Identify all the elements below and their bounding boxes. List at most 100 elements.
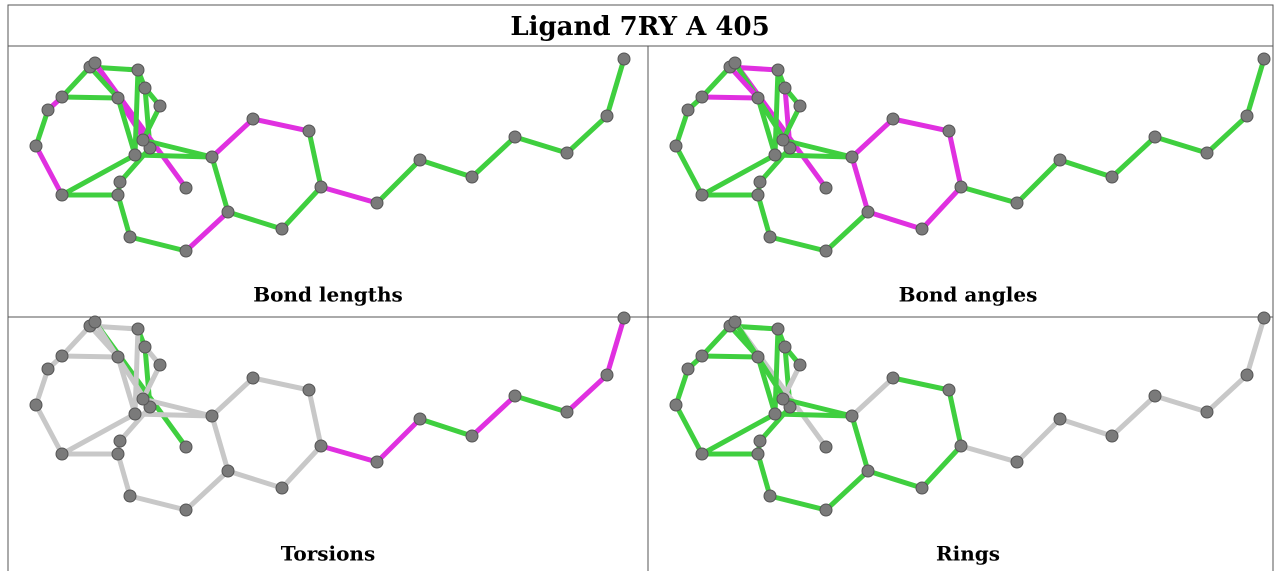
bond bbox=[62, 97, 118, 98]
atom bbox=[112, 189, 124, 201]
atom bbox=[42, 363, 54, 375]
atom bbox=[779, 341, 791, 353]
atom bbox=[414, 413, 426, 425]
atom bbox=[56, 448, 68, 460]
bond bbox=[949, 390, 961, 446]
atom bbox=[601, 369, 613, 381]
bond bbox=[1060, 160, 1112, 177]
bond bbox=[852, 157, 868, 212]
atom bbox=[1054, 413, 1066, 425]
atom bbox=[764, 231, 776, 243]
atom bbox=[777, 393, 789, 405]
bond bbox=[607, 59, 624, 116]
bond bbox=[420, 160, 472, 177]
atom bbox=[769, 149, 781, 161]
atom bbox=[124, 490, 136, 502]
bond bbox=[1207, 375, 1247, 412]
atom bbox=[729, 316, 741, 328]
atom bbox=[1201, 147, 1213, 159]
atom bbox=[315, 440, 327, 452]
atom bbox=[1149, 390, 1161, 402]
atom bbox=[618, 53, 630, 65]
atom bbox=[764, 490, 776, 502]
atom bbox=[154, 100, 166, 112]
atom bbox=[509, 390, 521, 402]
atom bbox=[222, 206, 234, 218]
atom bbox=[1241, 369, 1253, 381]
atom bbox=[247, 113, 259, 125]
atom bbox=[772, 64, 784, 76]
atom bbox=[466, 171, 478, 183]
bond bbox=[212, 378, 253, 416]
bond bbox=[1207, 116, 1247, 153]
atom bbox=[129, 408, 141, 420]
bond bbox=[826, 212, 868, 251]
title: Ligand 7RY A 405 bbox=[510, 12, 769, 42]
bond bbox=[607, 318, 624, 375]
bond bbox=[377, 160, 420, 203]
atom bbox=[124, 231, 136, 243]
bond bbox=[1155, 137, 1207, 153]
bond bbox=[1017, 160, 1060, 203]
atom bbox=[846, 410, 858, 422]
caption: Bond angles bbox=[899, 283, 1038, 307]
atom bbox=[752, 448, 764, 460]
bond bbox=[961, 446, 1017, 462]
atom bbox=[754, 435, 766, 447]
atom bbox=[752, 189, 764, 201]
atom bbox=[1106, 430, 1118, 442]
atom bbox=[772, 323, 784, 335]
bond bbox=[1060, 419, 1112, 436]
atom bbox=[89, 316, 101, 328]
atom bbox=[30, 399, 42, 411]
bond bbox=[212, 157, 228, 212]
bond bbox=[253, 119, 309, 131]
atom bbox=[56, 350, 68, 362]
bond bbox=[118, 454, 130, 496]
bond bbox=[253, 378, 309, 390]
atom bbox=[916, 223, 928, 235]
atom bbox=[1258, 312, 1270, 324]
atom bbox=[414, 154, 426, 166]
bond bbox=[1247, 318, 1264, 375]
atom bbox=[56, 189, 68, 201]
atom bbox=[180, 182, 192, 194]
atom bbox=[618, 312, 630, 324]
atom bbox=[315, 181, 327, 193]
bond bbox=[515, 137, 567, 153]
atom bbox=[114, 435, 126, 447]
bond bbox=[1112, 137, 1155, 177]
atom bbox=[916, 482, 928, 494]
caption: Bond lengths bbox=[253, 283, 403, 307]
atom bbox=[1106, 171, 1118, 183]
atom bbox=[154, 359, 166, 371]
atom bbox=[180, 441, 192, 453]
bond bbox=[1017, 419, 1060, 462]
atom bbox=[137, 393, 149, 405]
atom bbox=[180, 245, 192, 257]
atom bbox=[206, 410, 218, 422]
bond bbox=[922, 187, 961, 229]
bond bbox=[212, 416, 228, 471]
bond bbox=[868, 212, 922, 229]
bond bbox=[62, 356, 118, 357]
bond bbox=[309, 390, 321, 446]
bond bbox=[472, 137, 515, 177]
atom bbox=[247, 372, 259, 384]
atom bbox=[754, 176, 766, 188]
atom bbox=[509, 131, 521, 143]
atom bbox=[769, 408, 781, 420]
atom bbox=[752, 92, 764, 104]
atom bbox=[30, 140, 42, 152]
bond bbox=[676, 146, 702, 195]
bond bbox=[130, 496, 186, 510]
atom bbox=[696, 189, 708, 201]
bond bbox=[1112, 396, 1155, 436]
atom bbox=[112, 351, 124, 363]
atom bbox=[222, 465, 234, 477]
bond bbox=[118, 195, 130, 237]
atom bbox=[276, 223, 288, 235]
atom bbox=[303, 384, 315, 396]
atom bbox=[276, 482, 288, 494]
atom bbox=[132, 323, 144, 335]
